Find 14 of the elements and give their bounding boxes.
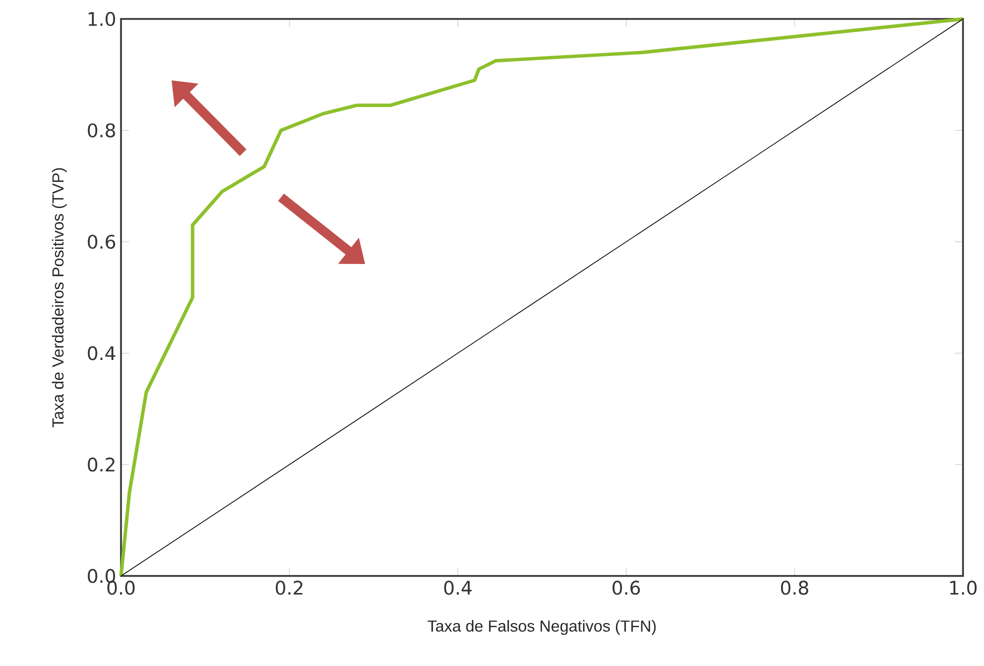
x-tick-label: 1.0 [950, 580, 977, 595]
y-axis-title: Taxa de Verdadeiros Positivos (TVP) [52, 168, 67, 428]
y-tick-label: 0.4 [88, 346, 116, 360]
x-tick-label: 0.6 [612, 580, 640, 595]
y-tick-label: 0.8 [88, 123, 116, 138]
x-tick-label: 0.0 [107, 580, 135, 595]
x-tick-label: 0.2 [276, 580, 302, 595]
x-tick-label: 0.4 [444, 580, 472, 595]
y-tick-label: 0.0 [88, 568, 116, 584]
x-axis-title: Taxa de Falsos Negativos (TFN) [428, 620, 656, 635]
y-tick-label: 0.2 [88, 458, 114, 472]
x-tick-label: 0.8 [780, 580, 808, 595]
y-tick-label: 0.6 [88, 234, 116, 249]
y-tick-label: 1.0 [88, 12, 116, 26]
